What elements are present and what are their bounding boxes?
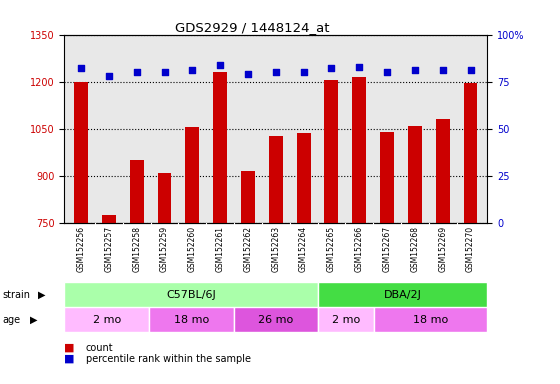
Point — [299, 69, 308, 75]
Text: ■: ■ — [64, 343, 75, 353]
Bar — [375, 307, 487, 332]
Bar — [297, 133, 311, 223]
Bar — [74, 82, 88, 223]
Bar — [318, 307, 375, 332]
Bar — [241, 171, 255, 223]
Bar — [380, 132, 394, 223]
Bar — [234, 307, 318, 332]
Bar — [130, 160, 144, 223]
Text: GSM152259: GSM152259 — [160, 226, 169, 272]
Text: GSM152266: GSM152266 — [354, 226, 364, 272]
Bar — [185, 127, 199, 223]
Text: 2 mo: 2 mo — [92, 314, 121, 325]
Bar — [64, 307, 149, 332]
Point — [104, 73, 113, 79]
Text: 2 mo: 2 mo — [332, 314, 361, 325]
Bar — [352, 77, 366, 223]
Text: GSM152263: GSM152263 — [271, 226, 281, 272]
Text: GSM152258: GSM152258 — [132, 226, 141, 272]
Text: GSM152256: GSM152256 — [77, 226, 86, 272]
Point — [160, 69, 169, 75]
Text: GSM152261: GSM152261 — [216, 226, 225, 272]
Text: GSM152268: GSM152268 — [410, 226, 419, 272]
Bar — [464, 83, 478, 223]
Text: GSM152257: GSM152257 — [104, 226, 114, 272]
Point — [77, 65, 86, 71]
Point — [216, 61, 225, 68]
Point — [271, 69, 280, 75]
Bar — [157, 172, 171, 223]
Text: GSM152267: GSM152267 — [382, 226, 391, 272]
Text: GSM152262: GSM152262 — [244, 226, 253, 272]
Text: count: count — [86, 343, 113, 353]
Bar — [102, 215, 116, 223]
Bar — [408, 126, 422, 223]
Point — [355, 63, 364, 70]
Text: GSM152269: GSM152269 — [438, 226, 447, 272]
Text: ▶: ▶ — [30, 314, 37, 325]
Bar — [318, 282, 487, 307]
Point — [438, 67, 447, 73]
Point — [244, 71, 253, 77]
Bar — [64, 282, 318, 307]
Text: age: age — [3, 314, 21, 325]
Text: ■: ■ — [64, 354, 75, 364]
Text: 18 mo: 18 mo — [413, 314, 449, 325]
Point — [382, 69, 391, 75]
Text: 26 mo: 26 mo — [258, 314, 293, 325]
Text: GSM152260: GSM152260 — [188, 226, 197, 272]
Text: DBA/2J: DBA/2J — [384, 290, 422, 300]
Bar — [436, 119, 450, 223]
Text: strain: strain — [3, 290, 31, 300]
Bar — [213, 72, 227, 223]
Text: percentile rank within the sample: percentile rank within the sample — [86, 354, 251, 364]
Point — [327, 65, 336, 71]
Text: ▶: ▶ — [38, 290, 45, 300]
Point — [188, 67, 197, 73]
Bar — [324, 80, 338, 223]
Text: GDS2929 / 1448124_at: GDS2929 / 1448124_at — [175, 21, 329, 34]
Bar — [269, 136, 283, 223]
Point — [466, 67, 475, 73]
Text: GSM152265: GSM152265 — [327, 226, 336, 272]
Point — [410, 67, 419, 73]
Text: GSM152270: GSM152270 — [466, 226, 475, 272]
Point — [132, 69, 141, 75]
Text: C57BL/6J: C57BL/6J — [166, 290, 216, 300]
Bar — [149, 307, 234, 332]
Text: GSM152264: GSM152264 — [299, 226, 308, 272]
Text: 18 mo: 18 mo — [174, 314, 209, 325]
